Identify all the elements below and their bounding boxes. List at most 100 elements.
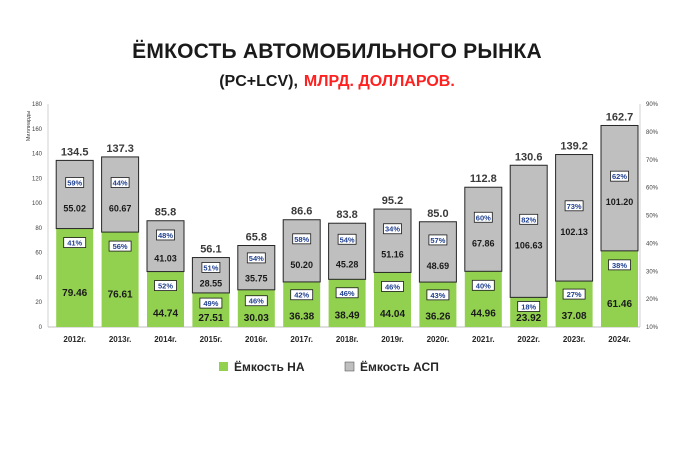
share-label-na-box (471, 279, 495, 291)
chart-title: ЁМКОСТЬ АВТОМОБИЛЬНОГО РЫНКА (132, 40, 542, 63)
share-label-na: 18% (521, 302, 536, 311)
y-tick-label-left: 20 (35, 300, 42, 306)
total-label: 85.0 (427, 208, 448, 220)
value-label-na: 44.04 (380, 309, 405, 320)
y-tick-label-left: 140 (32, 152, 43, 158)
share-label-na: 46% (340, 289, 355, 298)
value-label-asp: 102.13 (560, 227, 588, 237)
y-tick-label-right: 70% (646, 158, 659, 164)
value-label-asp: 50.20 (290, 260, 313, 270)
legend-label-asp: Ёмкость АСП (360, 359, 439, 374)
y-tick-label-left: 0 (39, 325, 43, 331)
share-label-na: 46% (385, 282, 400, 291)
legend-swatch-asp (344, 361, 355, 372)
value-label-na: 79.46 (62, 288, 87, 299)
y-tick-label-right: 20% (646, 297, 659, 303)
value-label-asp: 106.63 (515, 240, 543, 250)
value-label-na: 61.46 (607, 299, 632, 310)
x-tick-label: 2014г. (154, 335, 177, 344)
y-tick-label-right: 40% (646, 241, 659, 247)
share-label-na-box (108, 240, 132, 252)
share-label-na: 40% (476, 281, 491, 290)
total-label: 134.5 (61, 146, 89, 158)
share-label-asp-box (292, 233, 312, 245)
total-label: 86.6 (291, 206, 312, 218)
share-label-na: 56% (113, 242, 128, 251)
share-label-asp-box (564, 200, 584, 212)
value-label-na: 27.51 (198, 313, 223, 324)
x-tick-label: 2022г. (517, 335, 540, 344)
y-tick-label-left: 160 (32, 127, 43, 133)
value-label-na: 30.03 (244, 313, 269, 324)
bar-asp (282, 219, 321, 283)
value-label-na: 76.61 (108, 290, 133, 301)
share-label-na: 42% (294, 291, 309, 300)
x-tick-label: 2016г. (245, 335, 268, 344)
value-label-asp: 67.86 (472, 238, 495, 248)
total-label: 130.6 (515, 151, 543, 163)
share-label-asp: 54% (340, 235, 355, 244)
share-label-na-box (63, 237, 87, 248)
value-label-asp: 48.69 (427, 261, 450, 271)
share-label-asp: 51% (203, 263, 218, 272)
subtitle-left: (PC+LCV), (219, 73, 298, 90)
total-label: 162.7 (606, 111, 634, 123)
share-label-asp-box (383, 223, 402, 235)
share-label-asp-box (246, 252, 266, 264)
bar-asp (600, 124, 639, 252)
y-tick-label-right: 80% (646, 130, 659, 136)
value-label-na: 37.08 (562, 311, 587, 322)
share-label-asp-box (519, 213, 539, 225)
value-label-na: 44.96 (471, 309, 496, 320)
share-label-asp: 59% (67, 178, 82, 187)
share-label-na-box (381, 281, 404, 292)
share-label-asp-box (337, 233, 357, 245)
share-label-na-box (199, 297, 223, 309)
y-tick-label-right: 30% (646, 269, 659, 275)
bar-asp (101, 156, 140, 233)
share-label-na-box (290, 289, 314, 301)
share-label-asp: 48% (158, 231, 173, 240)
share-label-na: 46% (249, 297, 264, 306)
y-tick-label-left: 100 (32, 201, 43, 207)
y-tick-label-right: 50% (646, 214, 659, 220)
value-label-na: 36.38 (289, 311, 314, 322)
share-label-na-box (608, 259, 631, 271)
share-label-na: 41% (67, 239, 82, 248)
share-label-na-box (562, 288, 586, 300)
share-label-asp-box (65, 177, 85, 188)
bar-asp (555, 154, 594, 282)
y-axis-label: Миллиарды (26, 111, 32, 141)
y-tick-label-right: 10% (646, 325, 659, 331)
share-label-na-box (154, 280, 177, 291)
x-tick-label: 2019г. (381, 335, 404, 344)
share-label-na-box (517, 301, 541, 312)
share-label-asp-box (156, 229, 175, 241)
value-label-asp: 55.02 (63, 203, 86, 213)
total-label: 56.1 (200, 244, 221, 256)
bar-asp (146, 220, 185, 273)
total-label: 85.8 (155, 207, 176, 219)
y-tick-label-left: 40 (35, 275, 42, 281)
share-label-asp-box (610, 170, 629, 182)
share-label-na: 27% (567, 290, 582, 299)
bar-na (328, 279, 366, 327)
bar-asp (328, 222, 367, 280)
share-label-asp: 34% (385, 225, 400, 234)
value-label-asp: 45.28 (336, 260, 359, 270)
share-label-asp-box (201, 262, 221, 273)
share-label-asp-box (110, 177, 130, 188)
x-tick-label: 2021г. (472, 335, 495, 344)
share-label-asp: 54% (249, 254, 264, 263)
value-label-asp: 51.16 (381, 250, 404, 260)
y-tick-label-right: 60% (646, 186, 659, 192)
share-label-asp: 44% (113, 179, 128, 188)
x-tick-label: 2015г. (200, 335, 223, 344)
total-label: 137.3 (106, 143, 134, 155)
share-label-na: 38% (612, 261, 627, 270)
share-label-asp: 62% (612, 172, 627, 181)
total-label: 65.8 (246, 232, 267, 244)
value-label-asp: 101.20 (606, 197, 634, 207)
